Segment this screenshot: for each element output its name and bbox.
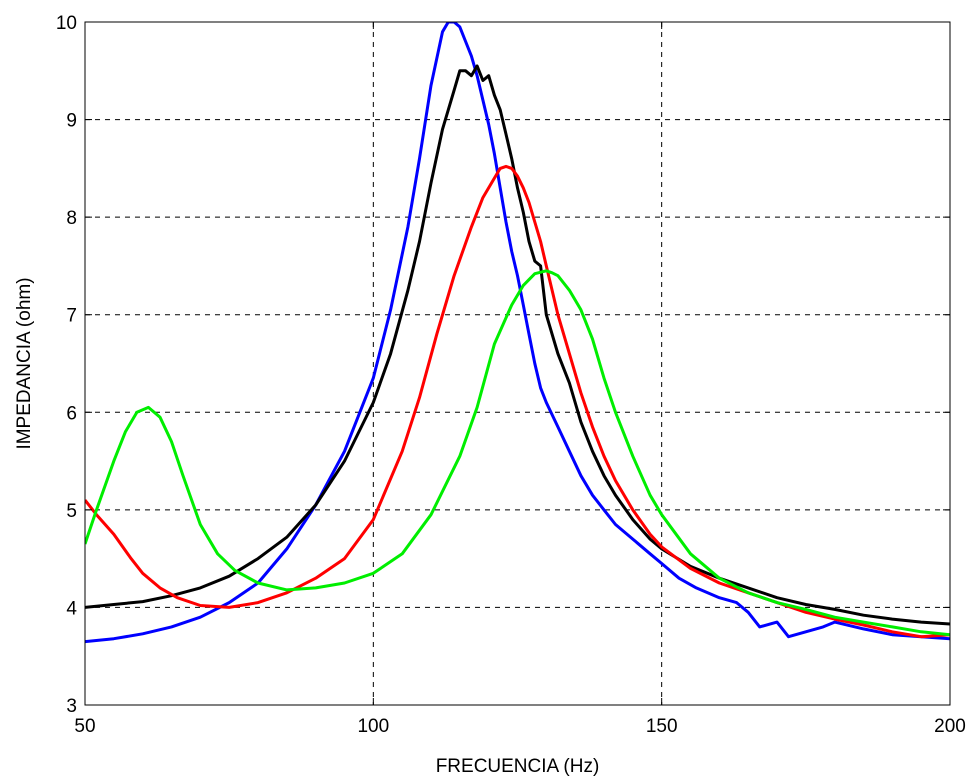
x-tick-label: 150 — [646, 716, 678, 737]
x-tick-label: 100 — [357, 716, 389, 737]
y-tick-label: 3 — [66, 696, 77, 717]
y-tick-label: 6 — [66, 403, 77, 424]
y-axis-label: IMPEDANCIA (ohm) — [14, 277, 35, 449]
series-line-2 — [85, 64, 950, 626]
x-tick-label: 200 — [934, 716, 966, 737]
y-tick-label: 8 — [66, 208, 77, 229]
series-line-3 — [85, 164, 950, 639]
y-tick-label: 9 — [66, 111, 77, 132]
plot-frame — [84, 21, 951, 706]
series-layer — [85, 22, 950, 644]
axis-ticks: 50 100 150 200 3 4 5 6 7 8 9 10 — [56, 13, 966, 737]
series-line-4 — [85, 269, 950, 637]
y-tick-label: 10 — [56, 13, 77, 34]
y-tick-label: 4 — [66, 598, 77, 619]
y-tick-label: 7 — [66, 306, 77, 327]
x-axis-label: FRECUENCIA (Hz) — [436, 756, 600, 777]
x-tick-label: 50 — [74, 716, 95, 737]
grid-lines — [85, 22, 950, 705]
y-tick-label: 5 — [66, 501, 77, 522]
